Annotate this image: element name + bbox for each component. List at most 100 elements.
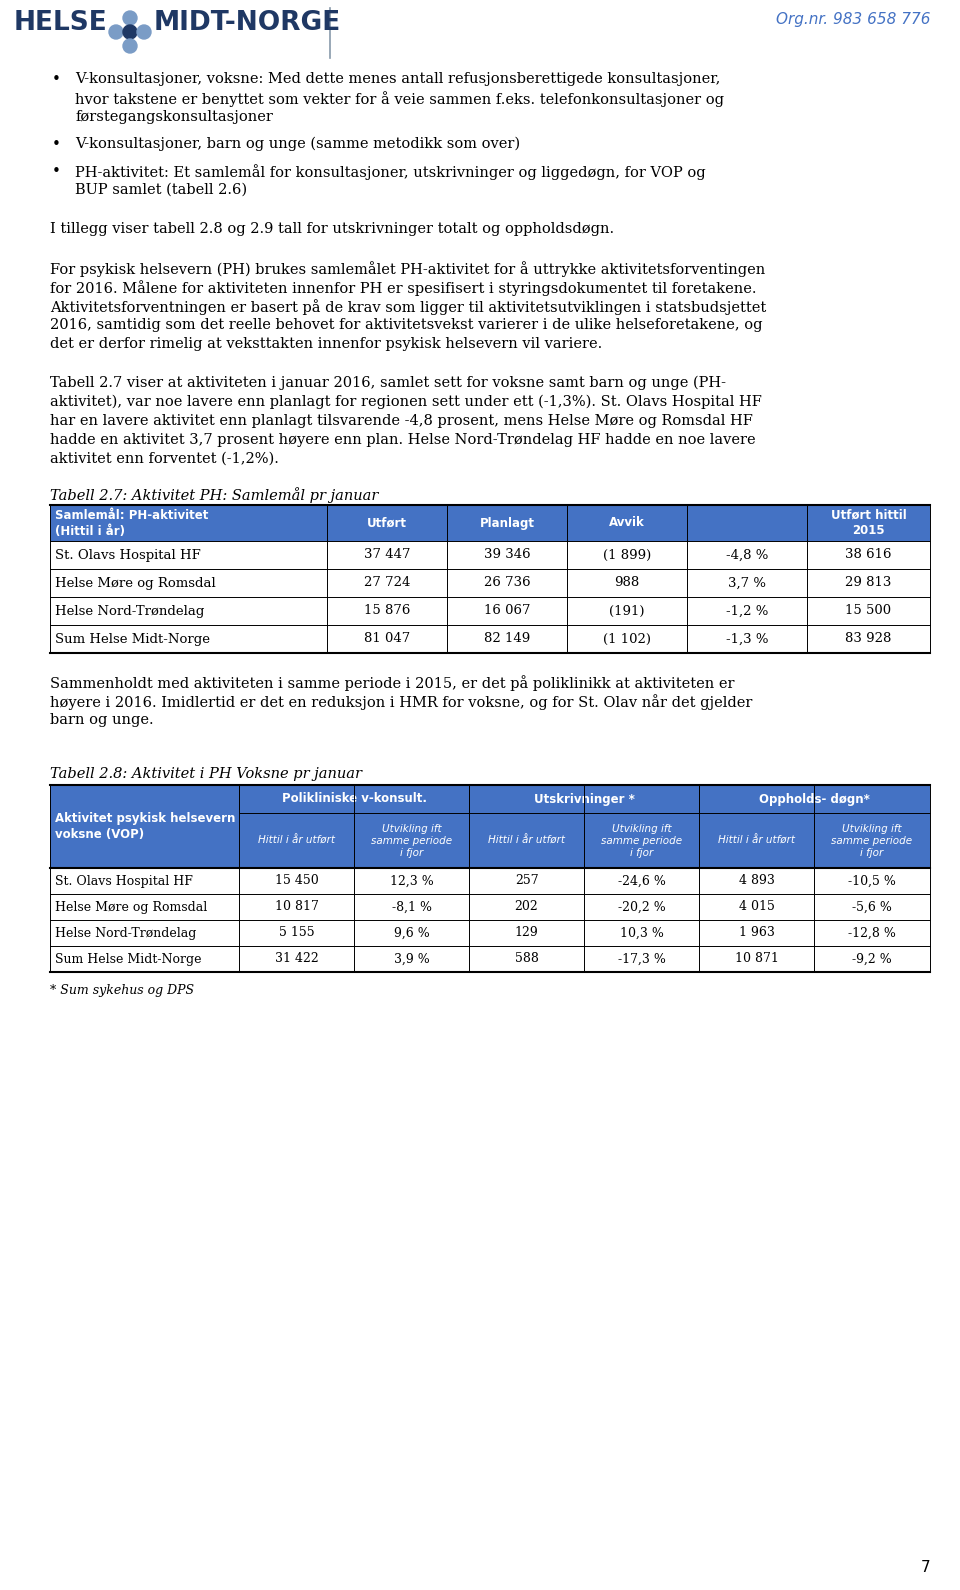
Text: MIDT-NORGE: MIDT-NORGE [154,10,341,37]
Text: 3,9 %: 3,9 % [394,952,429,965]
Text: Polikliniske v-konsult.: Polikliniske v-konsult. [281,792,426,806]
Text: aktivitet), var noe lavere enn planlagt for regionen sett under ett (-1,3%). St.: aktivitet), var noe lavere enn planlagt … [50,394,762,409]
Text: førstegangskonsultasjoner: førstegangskonsultasjoner [75,110,273,124]
Text: -12,8 %: -12,8 % [848,927,896,940]
Text: -10,5 %: -10,5 % [848,875,896,887]
Text: HELSE: HELSE [14,10,108,37]
Text: 12,3 %: 12,3 % [390,875,433,887]
Text: Tabell 2.7: Aktivitet PH: Samlemål pr januar: Tabell 2.7: Aktivitet PH: Samlemål pr ja… [50,487,378,502]
Bar [239,812,354,868]
Text: for 2016. Målene for aktiviteten innenfor PH er spesifisert i styringsdokumentet: for 2016. Målene for aktiviteten innenfo… [50,280,756,296]
Text: 15 500: 15 500 [846,604,892,617]
Text: 10 817: 10 817 [275,900,319,914]
Text: barn og unge.: barn og unge. [50,712,154,727]
Text: Helse Nord-Trøndelag: Helse Nord-Trøndelag [55,604,204,617]
Circle shape [123,11,137,25]
Text: Helse Nord-Trøndelag: Helse Nord-Trøndelag [55,927,197,940]
Text: -24,6 %: -24,6 % [617,875,665,887]
Text: •: • [52,137,60,153]
Text: -9,2 %: -9,2 % [852,952,892,965]
Text: (1 102): (1 102) [603,633,651,646]
Text: 10 871: 10 871 [734,952,779,965]
Text: Samlemål: PH-aktivitet
(Hittil i år): Samlemål: PH-aktivitet (Hittil i år) [55,509,208,537]
Text: Utvikling ift
samme periode
i fjor: Utvikling ift samme periode i fjor [601,824,682,857]
Text: •: • [52,72,60,87]
Bar [50,894,930,921]
Bar [50,868,930,894]
Circle shape [123,25,137,40]
Text: 2016, samtidig som det reelle behovet for aktivitetsvekst varierer i de ulike he: 2016, samtidig som det reelle behovet fo… [50,318,762,332]
Text: Avvik: Avvik [610,517,645,529]
Text: Utført: Utført [367,517,407,529]
Text: 129: 129 [515,927,539,940]
Bar [50,921,930,946]
Text: For psykisk helsevern (PH) brukes samlemålet PH-aktivitet for å uttrykke aktivit: For psykisk helsevern (PH) brukes samlem… [50,261,765,277]
Bar [50,625,930,653]
Text: -8,1 %: -8,1 % [392,900,431,914]
Bar [584,812,699,868]
Text: 9,6 %: 9,6 % [394,927,429,940]
Bar [50,506,930,541]
Text: Sum Helse Midt-Norge: Sum Helse Midt-Norge [55,633,210,646]
Text: -1,3 %: -1,3 % [726,633,768,646]
Text: Planlagt: Planlagt [479,517,535,529]
Text: høyere i 2016. Imidlertid er det en reduksjon i HMR for voksne, og for St. Olav : høyere i 2016. Imidlertid er det en redu… [50,693,753,709]
Text: Tabell 2.7 viser at aktiviteten i januar 2016, samlet sett for voksne samt barn : Tabell 2.7 viser at aktiviteten i januar… [50,375,726,391]
Text: 37 447: 37 447 [364,549,410,561]
Text: -5,6 %: -5,6 % [852,900,892,914]
Bar [699,812,814,868]
Text: Helse Møre og Romsdal: Helse Møre og Romsdal [55,577,216,590]
Text: 26 736: 26 736 [484,577,530,590]
Text: 1 963: 1 963 [738,927,775,940]
Text: Utført hittil
2015: Utført hittil 2015 [830,509,906,537]
Text: Hittil i år utført: Hittil i år utført [718,835,795,846]
Text: 16 067: 16 067 [484,604,530,617]
Text: 202: 202 [515,900,539,914]
Text: (191): (191) [610,604,645,617]
Bar [469,812,584,868]
Text: BUP samlet (tabell 2.6): BUP samlet (tabell 2.6) [75,183,247,197]
Text: Utskrivninger *: Utskrivninger * [534,792,635,806]
Text: det er derfor rimelig at veksttakten innenfor psykisk helsevern vil variere.: det er derfor rimelig at veksttakten inn… [50,337,602,351]
Bar [699,785,930,812]
Text: Sammenholdt med aktiviteten i samme periode i 2015, er det på poliklinikk at akt: Sammenholdt med aktiviteten i samme peri… [50,676,734,692]
Text: 4 893: 4 893 [738,875,775,887]
Text: 4 015: 4 015 [738,900,775,914]
Text: 7: 7 [921,1560,930,1576]
Text: (1 899): (1 899) [603,549,651,561]
Text: St. Olavs Hospital HF: St. Olavs Hospital HF [55,875,193,887]
Text: Utvikling ift
samme periode
i fjor: Utvikling ift samme periode i fjor [371,824,452,857]
Text: V-konsultasjoner, voksne: Med dette menes antall refusjonsberettigede konsultasj: V-konsultasjoner, voksne: Med dette mene… [75,72,720,86]
Text: I tillegg viser tabell 2.8 og 2.9 tall for utskrivninger totalt og oppholdsdøgn.: I tillegg viser tabell 2.8 og 2.9 tall f… [50,223,614,235]
Text: 5 155: 5 155 [278,927,314,940]
Text: 31 422: 31 422 [275,952,319,965]
Bar [469,785,699,812]
Text: Sum Helse Midt-Norge: Sum Helse Midt-Norge [55,952,202,965]
Text: Utvikling ift
samme periode
i fjor: Utvikling ift samme periode i fjor [831,824,913,857]
Circle shape [109,25,123,40]
Text: 10,3 %: 10,3 % [619,927,663,940]
Text: 15 450: 15 450 [275,875,319,887]
Text: 29 813: 29 813 [846,577,892,590]
Text: Tabell 2.8: Aktivitet i PH Voksne pr januar: Tabell 2.8: Aktivitet i PH Voksne pr jan… [50,766,362,781]
Text: hvor takstene er benyttet som vekter for å veie sammen f.eks. telefonkonsultasjo: hvor takstene er benyttet som vekter for… [75,91,724,107]
Text: 83 928: 83 928 [846,633,892,646]
Bar [50,596,930,625]
Text: PH-aktivitet: Et samlemål for konsultasjoner, utskrivninger og liggedøgn, for VO: PH-aktivitet: Et samlemål for konsultasj… [75,164,706,180]
Text: •: • [52,164,60,180]
Text: -4,8 %: -4,8 % [726,549,768,561]
Text: har en lavere aktivitet enn planlagt tilsvarende -4,8 prosent, mens Helse Møre o: har en lavere aktivitet enn planlagt til… [50,413,753,428]
Text: -20,2 %: -20,2 % [617,900,665,914]
Text: 257: 257 [515,875,539,887]
Bar [814,812,930,868]
Text: Oppholds- døgn*: Oppholds- døgn* [759,792,870,806]
Bar [50,569,930,596]
Text: 39 346: 39 346 [484,549,530,561]
Bar [50,541,930,569]
Text: Helse Møre og Romsdal: Helse Møre og Romsdal [55,900,207,914]
Bar [354,812,469,868]
Text: Aktivitetsforventningen er basert på de krav som ligger til aktivitetsutviklinge: Aktivitetsforventningen er basert på de … [50,299,766,315]
Circle shape [137,25,151,40]
Text: 3,7 %: 3,7 % [728,577,766,590]
Text: V-konsultasjoner, barn og unge (samme metodikk som over): V-konsultasjoner, barn og unge (samme me… [75,137,520,151]
